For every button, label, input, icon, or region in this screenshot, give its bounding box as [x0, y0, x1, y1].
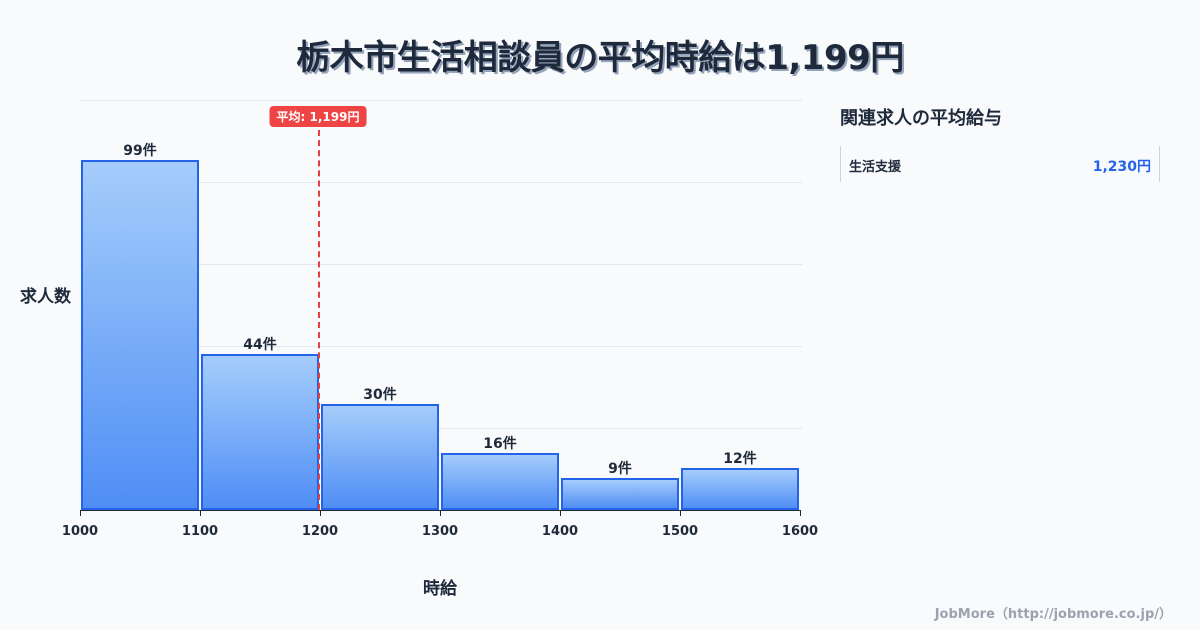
bar-value-label: 99件: [123, 143, 157, 160]
x-tick: [320, 510, 321, 516]
x-tick-label: 1400: [541, 524, 579, 539]
y-axis-label: 求人数: [20, 287, 71, 307]
histogram-bar: [201, 354, 319, 510]
chart-title: 栃木市生活相談員の平均時給は1,199円: [296, 38, 904, 78]
related-job-item[interactable]: 生活支援 1,230円: [840, 146, 1160, 182]
bar-value-label: 9件: [608, 461, 632, 478]
x-tick-label: 1100: [181, 524, 219, 539]
x-tick-label: 1500: [661, 524, 699, 539]
related-jobs-title: 関連求人の平均給与: [840, 108, 1002, 129]
gridline: [80, 428, 802, 429]
related-job-wage: 1,230円: [1092, 159, 1151, 175]
x-tick-label: 1200: [301, 524, 339, 539]
x-tick: [560, 510, 561, 516]
footer-credit: JobMore（http://jobmore.co.jp/）: [934, 607, 1172, 622]
bar-value-label: 30件: [363, 386, 397, 403]
gridline: [80, 264, 802, 265]
histogram-bar: [561, 478, 679, 510]
bar-value-label: 12件: [723, 450, 757, 467]
gridline: [80, 182, 802, 183]
related-job-name: 生活支援: [849, 160, 902, 175]
x-axis-label: 時給: [423, 579, 457, 599]
histogram-bar: [81, 160, 199, 510]
x-tick: [680, 510, 681, 516]
x-tick-label: 1300: [421, 524, 459, 539]
x-tick-label: 1600: [781, 524, 819, 539]
average-line: [318, 130, 320, 510]
bar-value-label: 44件: [243, 337, 277, 354]
x-tick-label: 1000: [61, 524, 99, 539]
x-tick: [200, 510, 201, 516]
histogram-bar: [441, 453, 559, 510]
histogram-bar: [681, 467, 799, 510]
x-tick: [440, 510, 441, 516]
average-badge: 平均: 1,199円: [269, 106, 367, 127]
x-tick: [800, 510, 801, 516]
gridline: [80, 100, 802, 101]
plot-area: 99件 44件 30件 16件 9件 12件: [80, 100, 802, 510]
histogram-bar: [321, 403, 439, 510]
bar-value-label: 16件: [483, 436, 517, 453]
x-tick: [80, 510, 81, 516]
gridline: [80, 346, 802, 347]
